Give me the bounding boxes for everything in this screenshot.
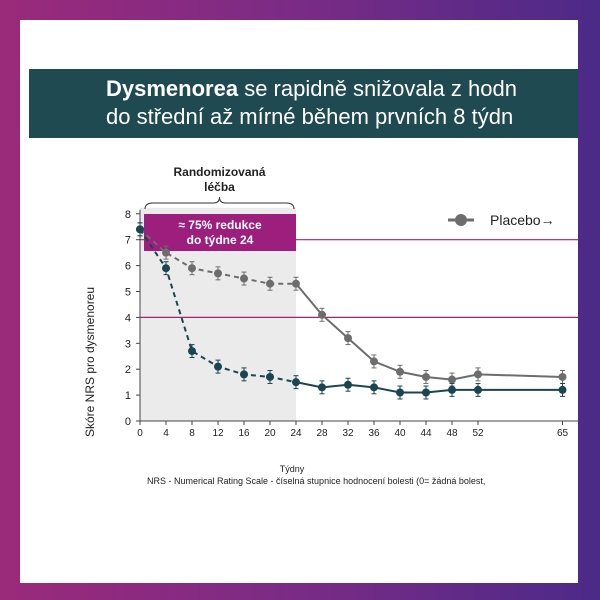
title-line-1: Dysmenorea se rapidně snižovala z hodn (106, 76, 517, 102)
legend-placebo-marker (455, 214, 467, 226)
reduction-callout (144, 214, 296, 251)
y-tick-label: 8 (125, 209, 131, 221)
series-1-point (422, 388, 430, 397)
x-tick-label: 12 (212, 428, 224, 439)
series-1-point (344, 380, 352, 389)
x-tick-label: 44 (420, 428, 432, 439)
y-tick-label: 4 (125, 312, 131, 324)
series-0-point (214, 269, 222, 278)
y-axis-label: Skóre NRS pro dysmenoreu (83, 287, 97, 437)
series-0-line-solid (295, 283, 563, 381)
x-tick-label: 40 (394, 428, 406, 439)
title-rest: se rapidně snižovala z hodn (238, 76, 517, 101)
title-line-2: do střední až mírné během prvních 8 týdn (106, 104, 514, 129)
title-bold: Dysmenorea (106, 76, 239, 101)
slide: Dysmenorea se rapidně snižovala z hodn d… (20, 20, 578, 583)
series-1-point (292, 378, 300, 387)
y-tick-label: 2 (125, 364, 131, 376)
x-tick-label: 0 (137, 428, 143, 439)
x-tick-label: 4 (163, 428, 169, 439)
series-1-point (558, 385, 567, 394)
x-tick-label: 65 (557, 428, 569, 439)
y-tick-label: 3 (125, 338, 131, 350)
series-0-point (370, 357, 378, 366)
series-0-point (474, 370, 482, 379)
series-0-point (422, 372, 430, 381)
nrs-line-chart: Skóre NRS pro dysmenoreu Týdny 012345678… (83, 165, 578, 474)
series-1-point (396, 388, 404, 397)
series-1-point (240, 370, 248, 379)
series-0-point (188, 264, 196, 273)
y-tick-label: 1 (125, 390, 131, 402)
y-tick-label: 0 (125, 416, 131, 428)
series-1-point (188, 347, 196, 356)
y-tick-label: 5 (125, 287, 131, 299)
x-tick-label: 16 (238, 428, 250, 439)
series-1-point (474, 385, 482, 394)
series-0-point (448, 375, 456, 384)
legend-placebo-label: Placebo→ (490, 212, 555, 228)
x-tick-label: 32 (342, 428, 354, 439)
x-tick-label: 52 (472, 428, 484, 439)
x-tick-label: 24 (290, 428, 302, 439)
y-tick-label: 7 (125, 235, 131, 247)
series-0-point (162, 248, 170, 257)
period-label: Randomizovaná léčba (173, 165, 265, 194)
series-0-point (318, 310, 326, 319)
x-tick-label: 28 (316, 428, 328, 439)
series-1-point (214, 362, 222, 371)
x-tick-label: 36 (368, 428, 380, 439)
x-tick-label: 8 (189, 428, 195, 439)
footnote: NRS - Numerical Rating Scale - číselná s… (147, 476, 486, 486)
series-0-point (344, 334, 352, 343)
x-tick-label: 48 (446, 428, 458, 439)
series-0-point (558, 372, 567, 381)
series-0-point (292, 279, 300, 288)
period-bracket (144, 196, 295, 210)
x-tick-label: 20 (264, 428, 276, 439)
series-1-point (266, 372, 274, 381)
series-1-point (136, 225, 144, 234)
series-1-point (162, 264, 170, 273)
series-0-point (266, 279, 274, 288)
title-banner: Dysmenorea se rapidně snižovala z hodn d… (29, 69, 578, 138)
series-1-point (318, 383, 326, 392)
series-1-point (448, 385, 456, 394)
series-0-point (240, 274, 248, 283)
series-1-point (370, 383, 378, 392)
reduction-callout-text: ≈ 75% redukce do týdne 24 (178, 218, 262, 247)
y-tick-label: 6 (125, 261, 131, 273)
series-0-point (396, 367, 404, 376)
x-axis-label: Týdny (280, 464, 305, 474)
